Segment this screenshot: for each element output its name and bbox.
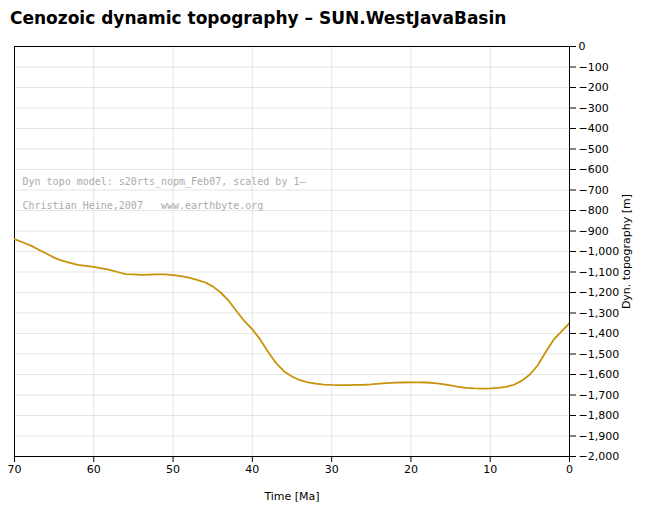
svg-text:−1,700: −1,700 [579,389,620,402]
svg-text:−300: −300 [579,102,609,115]
svg-text:Christian Heine,2007 www.ear: Christian Heine,2007 www.earthbyte.org [23,200,264,211]
svg-text:Time [Ma]: Time [Ma] [263,490,319,503]
svg-text:60: 60 [87,463,101,476]
svg-text:−400: −400 [579,122,609,135]
svg-text:0: 0 [566,463,573,476]
svg-text:0: 0 [579,40,586,53]
svg-text:−1,400: −1,400 [579,327,620,340]
svg-text:Dyn topo model: s20rts_nopm_Fe: Dyn topo model: s20rts_nopm_Feb07, scale… [23,176,307,188]
svg-text:−1,600: −1,600 [579,368,620,381]
svg-text:−1,100: −1,100 [579,266,620,279]
svg-text:−700: −700 [579,184,609,197]
svg-text:−1,900: −1,900 [579,430,620,443]
svg-text:−900: −900 [579,225,609,238]
svg-text:10: 10 [483,463,497,476]
svg-text:70: 70 [8,463,22,476]
svg-text:−1,000: −1,000 [579,245,620,258]
svg-text:40: 40 [245,463,259,476]
svg-text:−1,200: −1,200 [579,286,620,299]
svg-text:Dyn. topography [m]: Dyn. topography [m] [620,194,633,309]
svg-text:−500: −500 [579,143,609,156]
svg-text:30: 30 [325,463,339,476]
svg-text:−100: −100 [579,61,609,74]
svg-text:−600: −600 [579,163,609,176]
svg-text:−2,000: −2,000 [579,450,620,463]
svg-text:−1,500: −1,500 [579,348,620,361]
svg-text:−1,300: −1,300 [579,307,620,320]
svg-text:−1,800: −1,800 [579,409,620,422]
html-text:Cenozoic dynamic topography –: Cenozoic dynamic topography – SUN.WestJa… [10,8,507,28]
svg-text:−800: −800 [579,204,609,217]
svg-text:−200: −200 [579,81,609,94]
svg-text:20: 20 [404,463,418,476]
svg-text:50: 50 [166,463,180,476]
